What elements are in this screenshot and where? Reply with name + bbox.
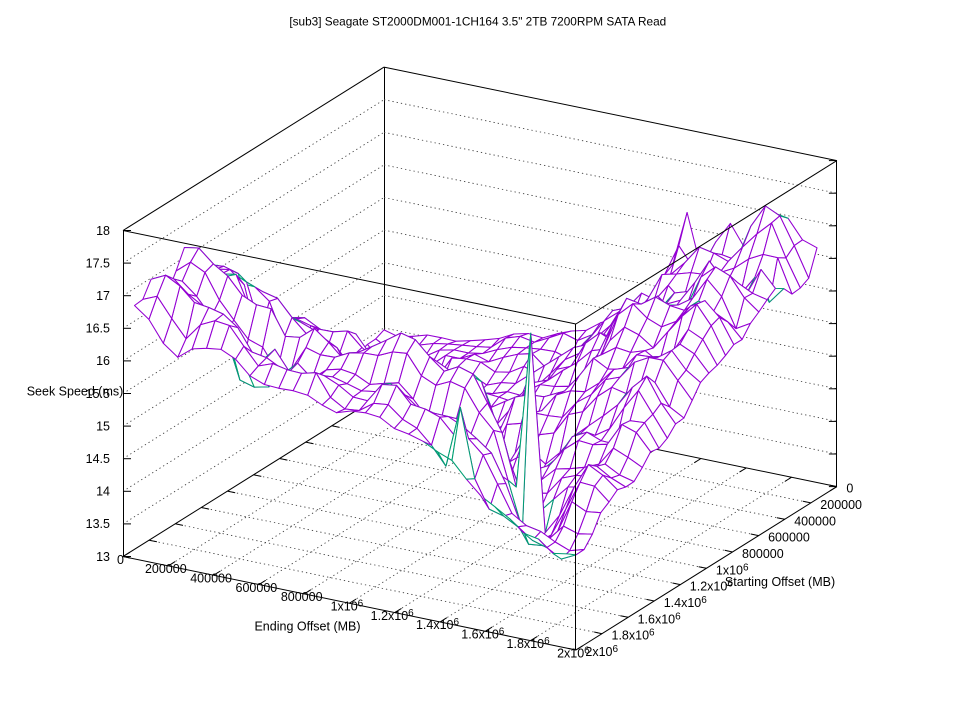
svg-text:800000: 800000: [281, 590, 323, 604]
svg-text:1.8x106: 1.8x106: [507, 636, 551, 651]
svg-text:200000: 200000: [820, 498, 862, 512]
svg-text:1.6x106: 1.6x106: [638, 611, 682, 626]
svg-text:2x106: 2x106: [585, 644, 618, 659]
svg-text:1.2x106: 1.2x106: [690, 579, 734, 594]
svg-text:0: 0: [117, 553, 124, 567]
svg-text:600000: 600000: [236, 581, 278, 595]
svg-text:200000: 200000: [145, 562, 187, 576]
svg-text:15.5: 15.5: [86, 387, 110, 401]
svg-text:17: 17: [96, 289, 110, 303]
svg-text:0: 0: [846, 482, 853, 496]
svg-text:[sub3] Seagate ST2000DM001-1CH: [sub3] Seagate ST2000DM001-1CH164 3.5" 2…: [289, 15, 666, 29]
svg-text:400000: 400000: [794, 514, 836, 528]
svg-text:600000: 600000: [768, 531, 810, 545]
svg-text:16: 16: [96, 354, 110, 368]
svg-text:13.5: 13.5: [86, 517, 110, 531]
svg-text:15: 15: [96, 419, 110, 433]
svg-text:1.2x106: 1.2x106: [371, 608, 415, 623]
svg-text:1x106: 1x106: [331, 599, 364, 614]
svg-text:800000: 800000: [742, 547, 784, 561]
svg-text:16.5: 16.5: [86, 322, 110, 336]
svg-text:14.5: 14.5: [86, 452, 110, 466]
svg-text:13: 13: [96, 550, 110, 564]
svg-text:1x106: 1x106: [716, 562, 749, 577]
svg-text:17.5: 17.5: [86, 256, 110, 270]
svg-text:14: 14: [96, 485, 110, 499]
svg-text:Ending Offset (MB): Ending Offset (MB): [254, 620, 360, 634]
svg-text:1.8x106: 1.8x106: [612, 628, 656, 643]
svg-text:18: 18: [96, 224, 110, 238]
svg-text:Starting Offset (MB): Starting Offset (MB): [725, 575, 835, 589]
svg-text:1.4x106: 1.4x106: [416, 617, 460, 632]
svg-text:1.4x106: 1.4x106: [664, 595, 708, 610]
svg-text:Seek Speed (ms): Seek Speed (ms): [27, 385, 124, 399]
svg-text:400000: 400000: [190, 572, 232, 586]
svg-text:1.6x106: 1.6x106: [461, 627, 505, 642]
svg-text:2x106: 2x106: [557, 645, 590, 660]
